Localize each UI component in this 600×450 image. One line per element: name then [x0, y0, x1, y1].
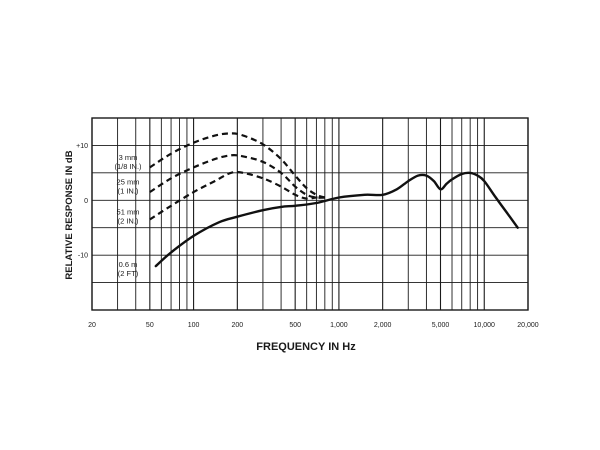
x-tick-label: 200 — [231, 322, 243, 329]
plot-border — [91, 117, 529, 311]
series-labels: 3 mm(1/8 IN.) 25 mm(1 IN.) 51 mm(2 IN.) 0.6… — [114, 153, 142, 278]
series-label-2: 25 mm(1 IN.) — [117, 178, 140, 196]
y-tick-label: 0 — [84, 198, 88, 205]
series-label-line: (2 FT) — [118, 269, 139, 278]
y-tick-labels: +10 0 -10 — [76, 143, 88, 260]
series-label-3: 51 mm(2 IN.) — [117, 208, 140, 226]
y-tick-label: +10 — [76, 143, 88, 150]
series-label-line: (1/8 IN.) — [114, 162, 142, 171]
plot-frame — [91, 117, 529, 311]
x-tick-label: 100 — [188, 322, 200, 329]
series-line-2 — [149, 154, 325, 199]
series-line-3 — [149, 170, 325, 221]
series-label-4: 0.6 m(2 FT) — [118, 260, 139, 278]
y-axis-title: RELATIVE RESPONSE IN dB — [64, 150, 75, 279]
series-line-4 — [154, 171, 519, 268]
x-tick-label: 5,000 — [432, 322, 450, 329]
x-tick-label: 20 — [88, 322, 96, 329]
series-label-1: 3 mm(1/8 IN.) — [114, 153, 142, 171]
series-label-line: (1 IN.) — [118, 187, 139, 196]
x-axis-title: FREQUENCY IN Hz — [256, 341, 356, 353]
x-tick-label: 50 — [146, 322, 154, 329]
series-label-line: (2 IN.) — [118, 217, 139, 226]
series-label-line: 3 mm — [119, 153, 138, 162]
x-tick-label: 2,000 — [374, 322, 392, 329]
chart-grid — [91, 117, 529, 311]
x-tick-label: 20,000 — [517, 322, 539, 329]
series-label-line: 25 mm — [117, 178, 140, 187]
x-tick-label: 500 — [289, 322, 301, 329]
x-tick-label: 1,000 — [330, 322, 348, 329]
series-label-line: 51 mm — [117, 208, 140, 217]
x-tick-label: 10,000 — [474, 322, 496, 329]
y-tick-label: -10 — [78, 253, 88, 260]
series-layer — [149, 132, 519, 268]
series-label-line: 0.6 m — [119, 260, 138, 269]
x-tick-labels: 20 50 100 200 500 1,000 2,000 5,000 10,000 20,000 — [88, 322, 539, 329]
series-line-1 — [149, 132, 326, 199]
